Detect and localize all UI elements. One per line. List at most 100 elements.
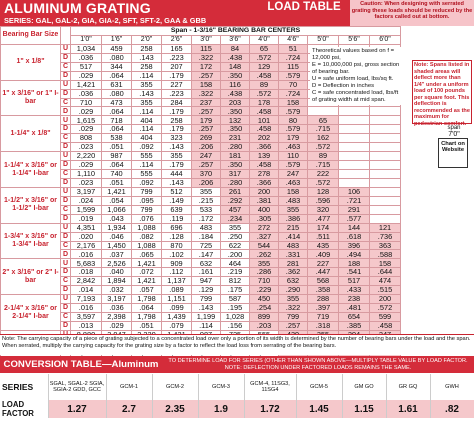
- load-cell: 396: [338, 240, 370, 251]
- load-cell: 231: [220, 133, 250, 144]
- load-cell: .114: [191, 320, 221, 331]
- load-cell: .541: [338, 267, 370, 278]
- load-cell: .080: [101, 52, 132, 63]
- load-cell: .114: [131, 106, 162, 117]
- span-column-header: 5'6": [338, 34, 370, 45]
- load-cell: 179: [278, 133, 308, 144]
- span-column-header: 4'6": [278, 34, 308, 45]
- load-cell: .206: [191, 142, 221, 153]
- conversion-series: GCM-5: [296, 374, 343, 400]
- load-cell: 172: [191, 61, 221, 72]
- conversion-series: GCM-3: [198, 374, 245, 400]
- load-cell: 555: [131, 151, 162, 162]
- load-cell: 3,197: [70, 186, 102, 197]
- info-line: of bearing bar.: [312, 69, 350, 75]
- load-cell: .016: [70, 303, 102, 313]
- load-cell: .203: [249, 320, 279, 331]
- load-cell: 1,066: [101, 204, 132, 215]
- load-cell: .057: [131, 285, 162, 296]
- row-type: U: [60, 79, 71, 90]
- span-column-header: 3'0": [191, 34, 221, 45]
- load-cell: 719: [307, 312, 339, 322]
- load-cell: .029: [70, 70, 102, 81]
- row-type: D: [60, 195, 71, 206]
- load-cell: 599: [369, 312, 401, 322]
- conversion-series: GWH: [430, 374, 474, 400]
- load-cell: .257: [191, 70, 221, 81]
- load-cell: 947: [191, 276, 221, 287]
- row-type: C: [60, 240, 71, 251]
- load-cell: 222: [307, 169, 339, 179]
- load-cell: 909: [161, 258, 192, 269]
- load-cell: .458: [249, 106, 279, 117]
- load-cell: 1,421: [131, 276, 162, 287]
- load-cell: 718: [101, 115, 132, 126]
- load-cell: .322: [191, 52, 221, 63]
- load-cell: .397: [307, 303, 339, 313]
- load-cell: 174: [307, 222, 339, 233]
- row-type: C: [60, 276, 71, 287]
- load-cell: 1,028: [220, 312, 250, 322]
- conversion-series: SGAL, SGAL-2 SGIA, SGIA-2 GDD, GCC: [48, 374, 107, 400]
- load-cell: .280: [220, 142, 250, 153]
- bar-size-label: 1" x 3/16" or 1" I-bar: [0, 79, 61, 117]
- load-cell: 2,398: [101, 312, 132, 322]
- row-type: C: [60, 97, 71, 108]
- load-cell: .082: [131, 231, 162, 242]
- load-cell: 89: [307, 151, 339, 162]
- row-type: U: [60, 258, 71, 269]
- load-cell: .013: [70, 320, 102, 331]
- load-cell: .438: [220, 52, 250, 63]
- empty-cell: [369, 169, 401, 179]
- load-cell: .588: [369, 249, 401, 260]
- load-cell: .114: [131, 160, 162, 170]
- load-cell: 799: [191, 294, 221, 305]
- info-line: D = Deflection in inches: [312, 83, 375, 89]
- load-cell: 1,199: [191, 312, 221, 322]
- load-cell: .051: [101, 177, 132, 188]
- footnote: Note: The carrying capacity of a piece o…: [0, 334, 474, 355]
- load-cell: 1,894: [101, 276, 132, 287]
- load-cell: .715: [307, 160, 339, 170]
- load-cell: .458: [249, 70, 279, 81]
- load-cell: 870: [161, 240, 192, 251]
- load-cell: 80: [278, 115, 308, 126]
- load-cell: 317: [220, 169, 250, 179]
- chart-on-website-badge[interactable]: Chart on Website: [438, 138, 468, 168]
- load-cell: 355: [131, 97, 162, 108]
- load-cell: .438: [220, 88, 250, 99]
- load-cell: 247: [191, 151, 221, 162]
- load-cell: .206: [191, 177, 221, 188]
- series-subtitle: SERIES: GAL, GAL-2, GIA, GIA-2, SFT, SFT…: [4, 16, 207, 25]
- empty-cell: [369, 160, 401, 170]
- load-cell: .149: [161, 195, 192, 206]
- load-cell: 269: [191, 133, 221, 144]
- load-cell: 101: [249, 115, 279, 126]
- load-cell: 1,034: [70, 43, 102, 54]
- row-type: D: [60, 88, 71, 99]
- load-cell: .080: [101, 88, 132, 99]
- load-cell: 323: [161, 133, 192, 144]
- load-cell: 1,421: [131, 258, 162, 269]
- series-row-label: SERIES: [0, 374, 49, 400]
- row-type: U: [60, 222, 71, 233]
- load-factor-value: 1.72: [244, 400, 297, 418]
- load-cell: .200: [220, 249, 250, 260]
- load-cell: 238: [338, 294, 370, 305]
- empty-cell: [338, 160, 370, 170]
- load-cell: 227: [161, 79, 192, 90]
- load-cell: .458: [249, 160, 279, 170]
- bar-size-label: 1-1/4" x 1/8": [0, 115, 61, 153]
- load-cell: .350: [220, 70, 250, 81]
- load-cell: 740: [101, 169, 132, 179]
- load-cell: .262: [249, 249, 279, 260]
- load-cell: .147: [191, 249, 221, 260]
- load-cell: 799: [131, 204, 162, 215]
- load-cell: .014: [70, 285, 102, 296]
- row-type: D: [60, 249, 71, 260]
- empty-cell: [338, 142, 370, 153]
- empty-cell: [369, 177, 401, 188]
- load-cell: .229: [249, 285, 279, 296]
- row-type: D: [60, 70, 71, 81]
